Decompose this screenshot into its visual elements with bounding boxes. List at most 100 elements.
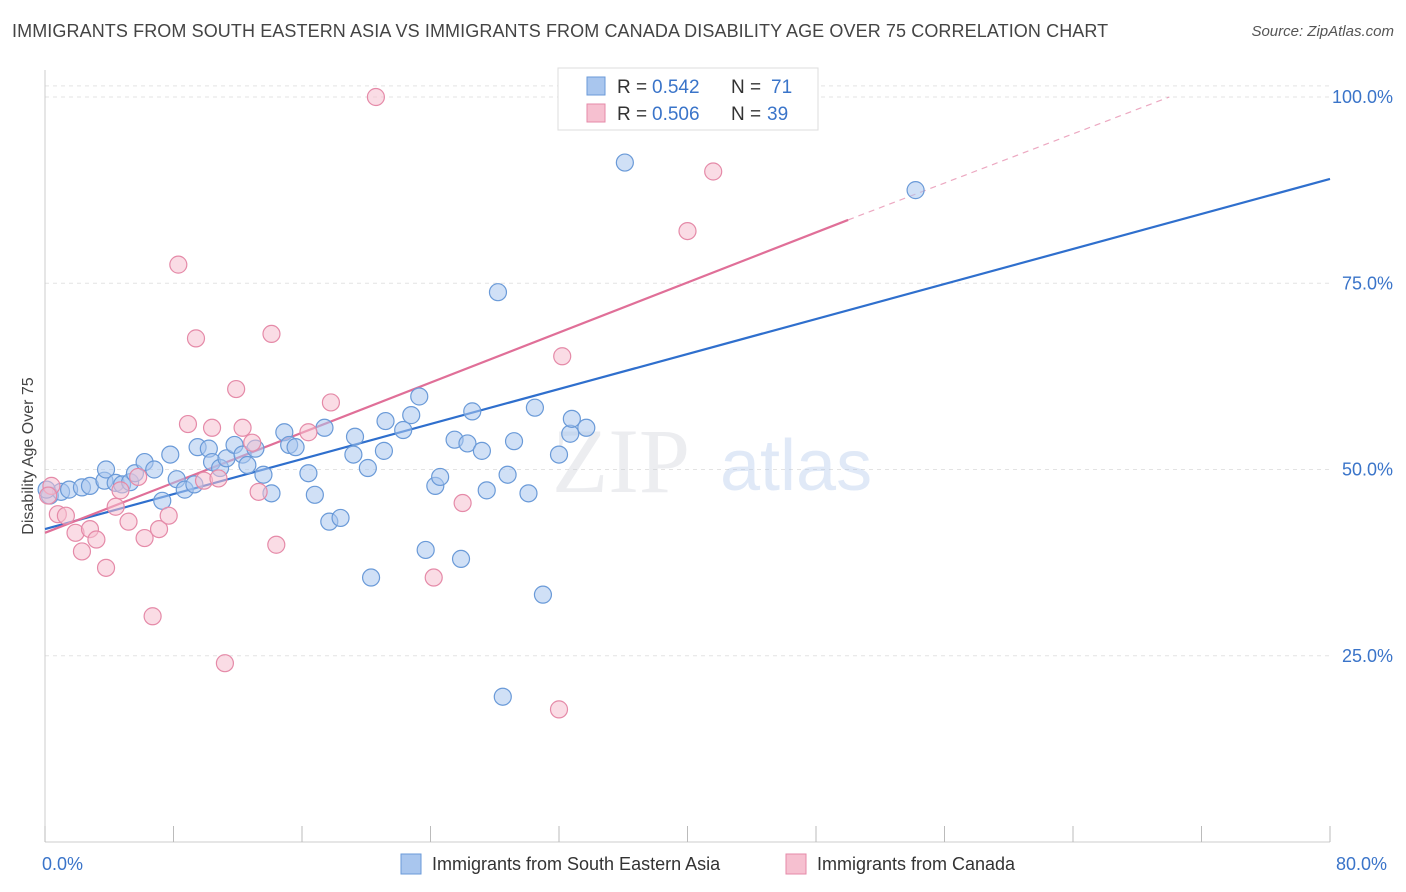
point-0-30: [286, 438, 305, 457]
point-1-13: [143, 607, 162, 626]
point-1-18: [186, 329, 206, 348]
point-1-14: [149, 519, 169, 539]
point-0-35: [331, 508, 350, 528]
point-1-12: [135, 528, 154, 548]
chart-title: IMMIGRANTS FROM SOUTH EASTERN ASIA VS IM…: [12, 21, 1109, 41]
x-axis-ticks: [44, 826, 1331, 842]
point-1-7: [96, 558, 116, 577]
point-1-37: [678, 222, 697, 241]
point-1-38: [39, 486, 58, 505]
point-1-28: [267, 535, 286, 554]
point-0-54: [488, 283, 508, 302]
point-1-25: [243, 433, 262, 452]
point-1-26: [249, 482, 268, 501]
point-0-52: [472, 441, 491, 460]
legend-r-value-canada: 0.506: [652, 104, 700, 125]
point-1-35: [549, 700, 569, 719]
point-0-63: [577, 418, 596, 437]
point-1-21: [209, 469, 228, 488]
y-axis-tick-labels: 25.0% 50.0% 75.0% 100.0%: [1332, 87, 1393, 666]
watermark: ZIP atlas: [552, 410, 872, 512]
point-0-49: [451, 549, 471, 569]
point-1-17: [178, 414, 198, 434]
x-tick-label-max: 80.0%: [1336, 854, 1387, 874]
point-0-33: [315, 418, 334, 437]
point-1-33: [453, 493, 472, 513]
point-1-27: [262, 324, 281, 344]
point-1-24: [233, 418, 252, 437]
point-0-47: [431, 467, 450, 487]
legend-n-label-canada: N =: [731, 104, 761, 125]
point-1-30: [321, 393, 341, 412]
point-1-10: [119, 512, 138, 531]
point-0-36: [344, 445, 363, 464]
watermark-atlas: atlas: [720, 426, 872, 506]
grid-lines: [45, 85, 1330, 657]
bottom-legend-label-canada: Immigrants from Canada: [817, 854, 1016, 874]
point-1-34: [553, 347, 572, 366]
bottom-legend-swatch-sea: [400, 853, 422, 875]
point-0-55: [498, 465, 517, 484]
point-0-60: [549, 445, 569, 464]
point-0-44: [410, 387, 429, 406]
point-0-56: [504, 432, 524, 451]
point-0-57: [519, 484, 538, 503]
point-1-8: [106, 497, 125, 516]
point-0-39: [361, 568, 381, 587]
legend-n-value-sea: 71: [771, 77, 792, 98]
point-0-31: [299, 464, 318, 483]
point-0-50: [458, 434, 477, 453]
point-0-59: [533, 585, 553, 604]
legend-swatch-sea: [586, 76, 606, 96]
point-0-62: [562, 409, 581, 428]
point-1-36: [704, 162, 723, 181]
y-tick-label-50: 50.0%: [1342, 460, 1393, 480]
point-0-45: [416, 540, 435, 560]
bottom-legend: Immigrants from South Eastern Asia Immig…: [400, 853, 1016, 875]
legend-n-label-sea: N =: [731, 77, 761, 98]
bottom-legend-label-sea: Immigrants from South Eastern Asia: [432, 854, 721, 874]
point-1-6: [87, 530, 106, 549]
point-0-32: [305, 485, 324, 504]
point-1-20: [202, 418, 222, 437]
point-0-42: [394, 420, 413, 440]
y-tick-label-75: 75.0%: [1342, 273, 1393, 293]
point-0-43: [402, 406, 421, 425]
point-0-68: [906, 181, 925, 200]
point-0-53: [477, 481, 496, 500]
point-0-41: [376, 411, 395, 431]
point-0-51: [463, 402, 482, 421]
point-1-11: [129, 467, 148, 487]
point-1-23: [227, 379, 246, 399]
point-0-6: [96, 460, 116, 479]
chart-source: Source: ZipAtlas.com: [1251, 23, 1394, 40]
point-0-64: [615, 153, 634, 172]
legend: R = 0.542 N = 71 R = 0.506 N = 39: [557, 67, 819, 131]
point-1-31: [366, 87, 385, 107]
point-0-14: [161, 445, 180, 464]
point-1-16: [169, 255, 188, 274]
point-0-26: [254, 465, 273, 484]
trend-line-extension-1: [847, 96, 1170, 221]
x-tick-label-min: 0.0%: [42, 854, 83, 874]
legend-swatch-canada: [586, 103, 606, 123]
legend-r-label-canada: R =: [617, 104, 647, 125]
point-0-38: [358, 458, 377, 478]
y-tick-label-25: 25.0%: [1342, 646, 1393, 666]
legend-r-label-sea: R =: [617, 77, 647, 98]
point-1-4: [72, 542, 92, 561]
data-points: [37, 87, 925, 719]
point-0-37: [345, 427, 365, 446]
point-1-32: [424, 568, 443, 587]
point-0-40: [374, 441, 394, 460]
legend-n-value-canada: 39: [767, 104, 788, 125]
point-1-2: [56, 506, 75, 525]
point-1-29: [299, 423, 318, 442]
y-axis-label: Disability Age Over 75: [20, 377, 37, 535]
point-0-24: [238, 455, 257, 475]
point-1-9: [111, 481, 130, 500]
bottom-legend-swatch-canada: [785, 853, 807, 875]
point-0-65: [493, 687, 512, 706]
point-1-22: [215, 654, 234, 673]
